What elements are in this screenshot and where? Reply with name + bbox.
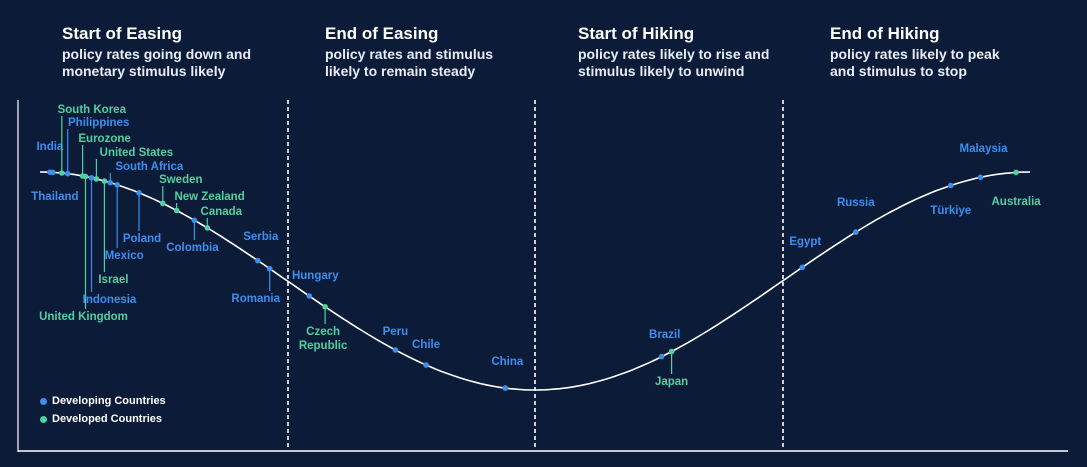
phase-1-desc: policy rates going down and monetary sti… bbox=[62, 46, 252, 79]
label-india: India bbox=[36, 141, 63, 153]
label-chile: Chile bbox=[412, 339, 440, 351]
label-serbia: Serbia bbox=[243, 231, 279, 243]
point-hungary bbox=[306, 293, 313, 299]
phase-3-desc: policy rates likely to rise and stimulus… bbox=[578, 46, 770, 79]
label-poland: Poland bbox=[123, 233, 161, 245]
point-china bbox=[502, 385, 509, 391]
point-japan bbox=[668, 348, 675, 355]
legend-dot-developed bbox=[40, 415, 47, 423]
point-united-kingdom bbox=[82, 173, 89, 180]
phase-2: End of Easing policy rates and stimulus … bbox=[325, 24, 515, 80]
label-sweden: Sweden bbox=[159, 174, 202, 186]
phase-3: Start of Hiking policy rates likely to r… bbox=[578, 24, 783, 80]
legend-label-developing: Developing Countries bbox=[52, 395, 166, 407]
point-egypt bbox=[799, 264, 806, 271]
label-australia: Australia bbox=[991, 196, 1041, 208]
legend-item-developing: Developing Countries bbox=[40, 392, 166, 410]
label-malaysia: Malaysia bbox=[960, 143, 1009, 155]
label-brazil: Brazil bbox=[649, 329, 680, 341]
label-israel: Israel bbox=[98, 274, 128, 286]
point-south-korea bbox=[59, 170, 65, 176]
point-romania bbox=[266, 265, 273, 272]
label-eurozone: Eurozone bbox=[78, 133, 130, 145]
label-thailand: Thailand bbox=[31, 191, 78, 203]
policy-cycle-curve bbox=[39, 171, 1031, 391]
point-poland bbox=[136, 190, 142, 196]
label-canada: Canada bbox=[201, 206, 243, 218]
point-israel bbox=[101, 178, 108, 184]
label-egypt: Egypt bbox=[789, 236, 821, 248]
point-united-states bbox=[93, 176, 100, 182]
phase-3-title: Start of Hiking bbox=[578, 24, 695, 43]
point-new-zealand bbox=[173, 207, 180, 214]
point-chile bbox=[423, 362, 429, 368]
label-mexico: Mexico bbox=[105, 250, 144, 262]
point-t-rkiye bbox=[948, 182, 954, 189]
phase-2-desc: policy rates and stimulus likely to rema… bbox=[325, 46, 494, 79]
point-russia bbox=[853, 229, 859, 235]
phase-1-title: Start of Easing bbox=[62, 24, 182, 43]
legend-label-developed: Developed Countries bbox=[52, 413, 163, 425]
point-colombia bbox=[191, 217, 198, 224]
label-czech-republic: Czech Republic bbox=[299, 326, 348, 352]
label-indonesia: Indonesia bbox=[83, 294, 137, 306]
label-hungary: Hungary bbox=[292, 270, 339, 282]
label-colombia: Colombia bbox=[166, 242, 219, 254]
label-russia: Russia bbox=[837, 197, 875, 209]
label-t-rkiye: Türkiye bbox=[930, 205, 971, 217]
point-czech-republic bbox=[322, 304, 328, 310]
phase-4: End of Hiking policy rates likely to pea… bbox=[830, 24, 1000, 80]
label-south-korea: South Korea bbox=[58, 104, 127, 116]
label-romania: Romania bbox=[231, 293, 280, 305]
point-sweden bbox=[160, 200, 166, 207]
point-serbia bbox=[254, 257, 261, 264]
point-brazil bbox=[658, 353, 665, 360]
point-indonesia bbox=[88, 175, 95, 181]
point-thailand bbox=[50, 169, 56, 176]
point-mexico bbox=[114, 182, 120, 188]
label-china: China bbox=[491, 356, 524, 368]
point-australia bbox=[1013, 169, 1019, 176]
label-united-kingdom: United Kingdom bbox=[39, 311, 128, 323]
label-peru: Peru bbox=[383, 326, 409, 338]
label-philippines: Philippines bbox=[68, 117, 129, 129]
phase-4-title: End of Hiking bbox=[830, 24, 940, 43]
legend: Developing Countries Developed Countries bbox=[40, 392, 166, 428]
point-malaysia bbox=[977, 174, 984, 181]
label-south-africa: South Africa bbox=[115, 161, 184, 173]
phase-4-desc: policy rates likely to peak and stimulus… bbox=[830, 46, 1000, 79]
point-south-africa bbox=[107, 179, 114, 186]
phase-2-title: End of Easing bbox=[325, 24, 439, 43]
point-philippines bbox=[64, 170, 71, 177]
label-united-states: United States bbox=[100, 147, 174, 159]
legend-item-developed: Developed Countries bbox=[40, 410, 166, 428]
point-canada bbox=[204, 225, 211, 231]
phase-1: Start of Easing policy rates going down … bbox=[62, 24, 272, 80]
label-japan: Japan bbox=[655, 376, 688, 388]
legend-dot-developing bbox=[40, 397, 47, 405]
label-new-zealand: New Zealand bbox=[174, 191, 244, 203]
point-peru bbox=[392, 347, 399, 353]
